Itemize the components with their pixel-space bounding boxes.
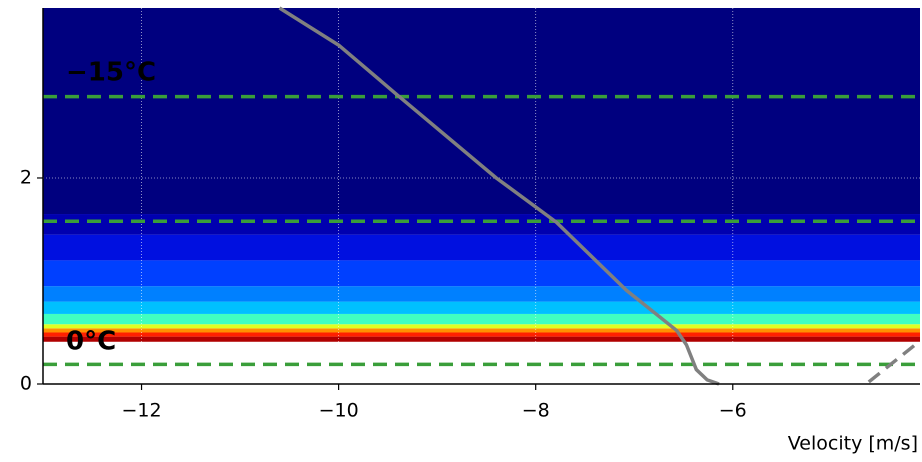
x-tick-label: −8 [522,400,550,422]
y-tick-label: 2 [20,166,32,188]
annotation: −15°C [66,58,156,88]
heatmap-band [43,328,920,333]
heatmap-band [43,332,920,337]
x-tick-label: −12 [121,400,161,422]
heatmap-band [43,286,920,302]
heatmap-band [43,313,920,325]
series-line [867,343,917,384]
heatmap-band [43,8,920,215]
x-axis-label: Velocity [m/s] [788,433,918,455]
heatmap-band [43,214,920,235]
x-tick-label: −10 [319,400,359,422]
x-tick-label: −6 [719,400,747,422]
heatmap-band [43,234,920,261]
heatmap-band [43,324,920,329]
heatmap-band [43,260,920,287]
y-tick-label: 0 [20,373,32,395]
series-line [278,6,720,386]
heatmap-band [43,301,920,314]
annotation: 0°C [66,327,116,357]
heatmap-band [43,336,920,342]
